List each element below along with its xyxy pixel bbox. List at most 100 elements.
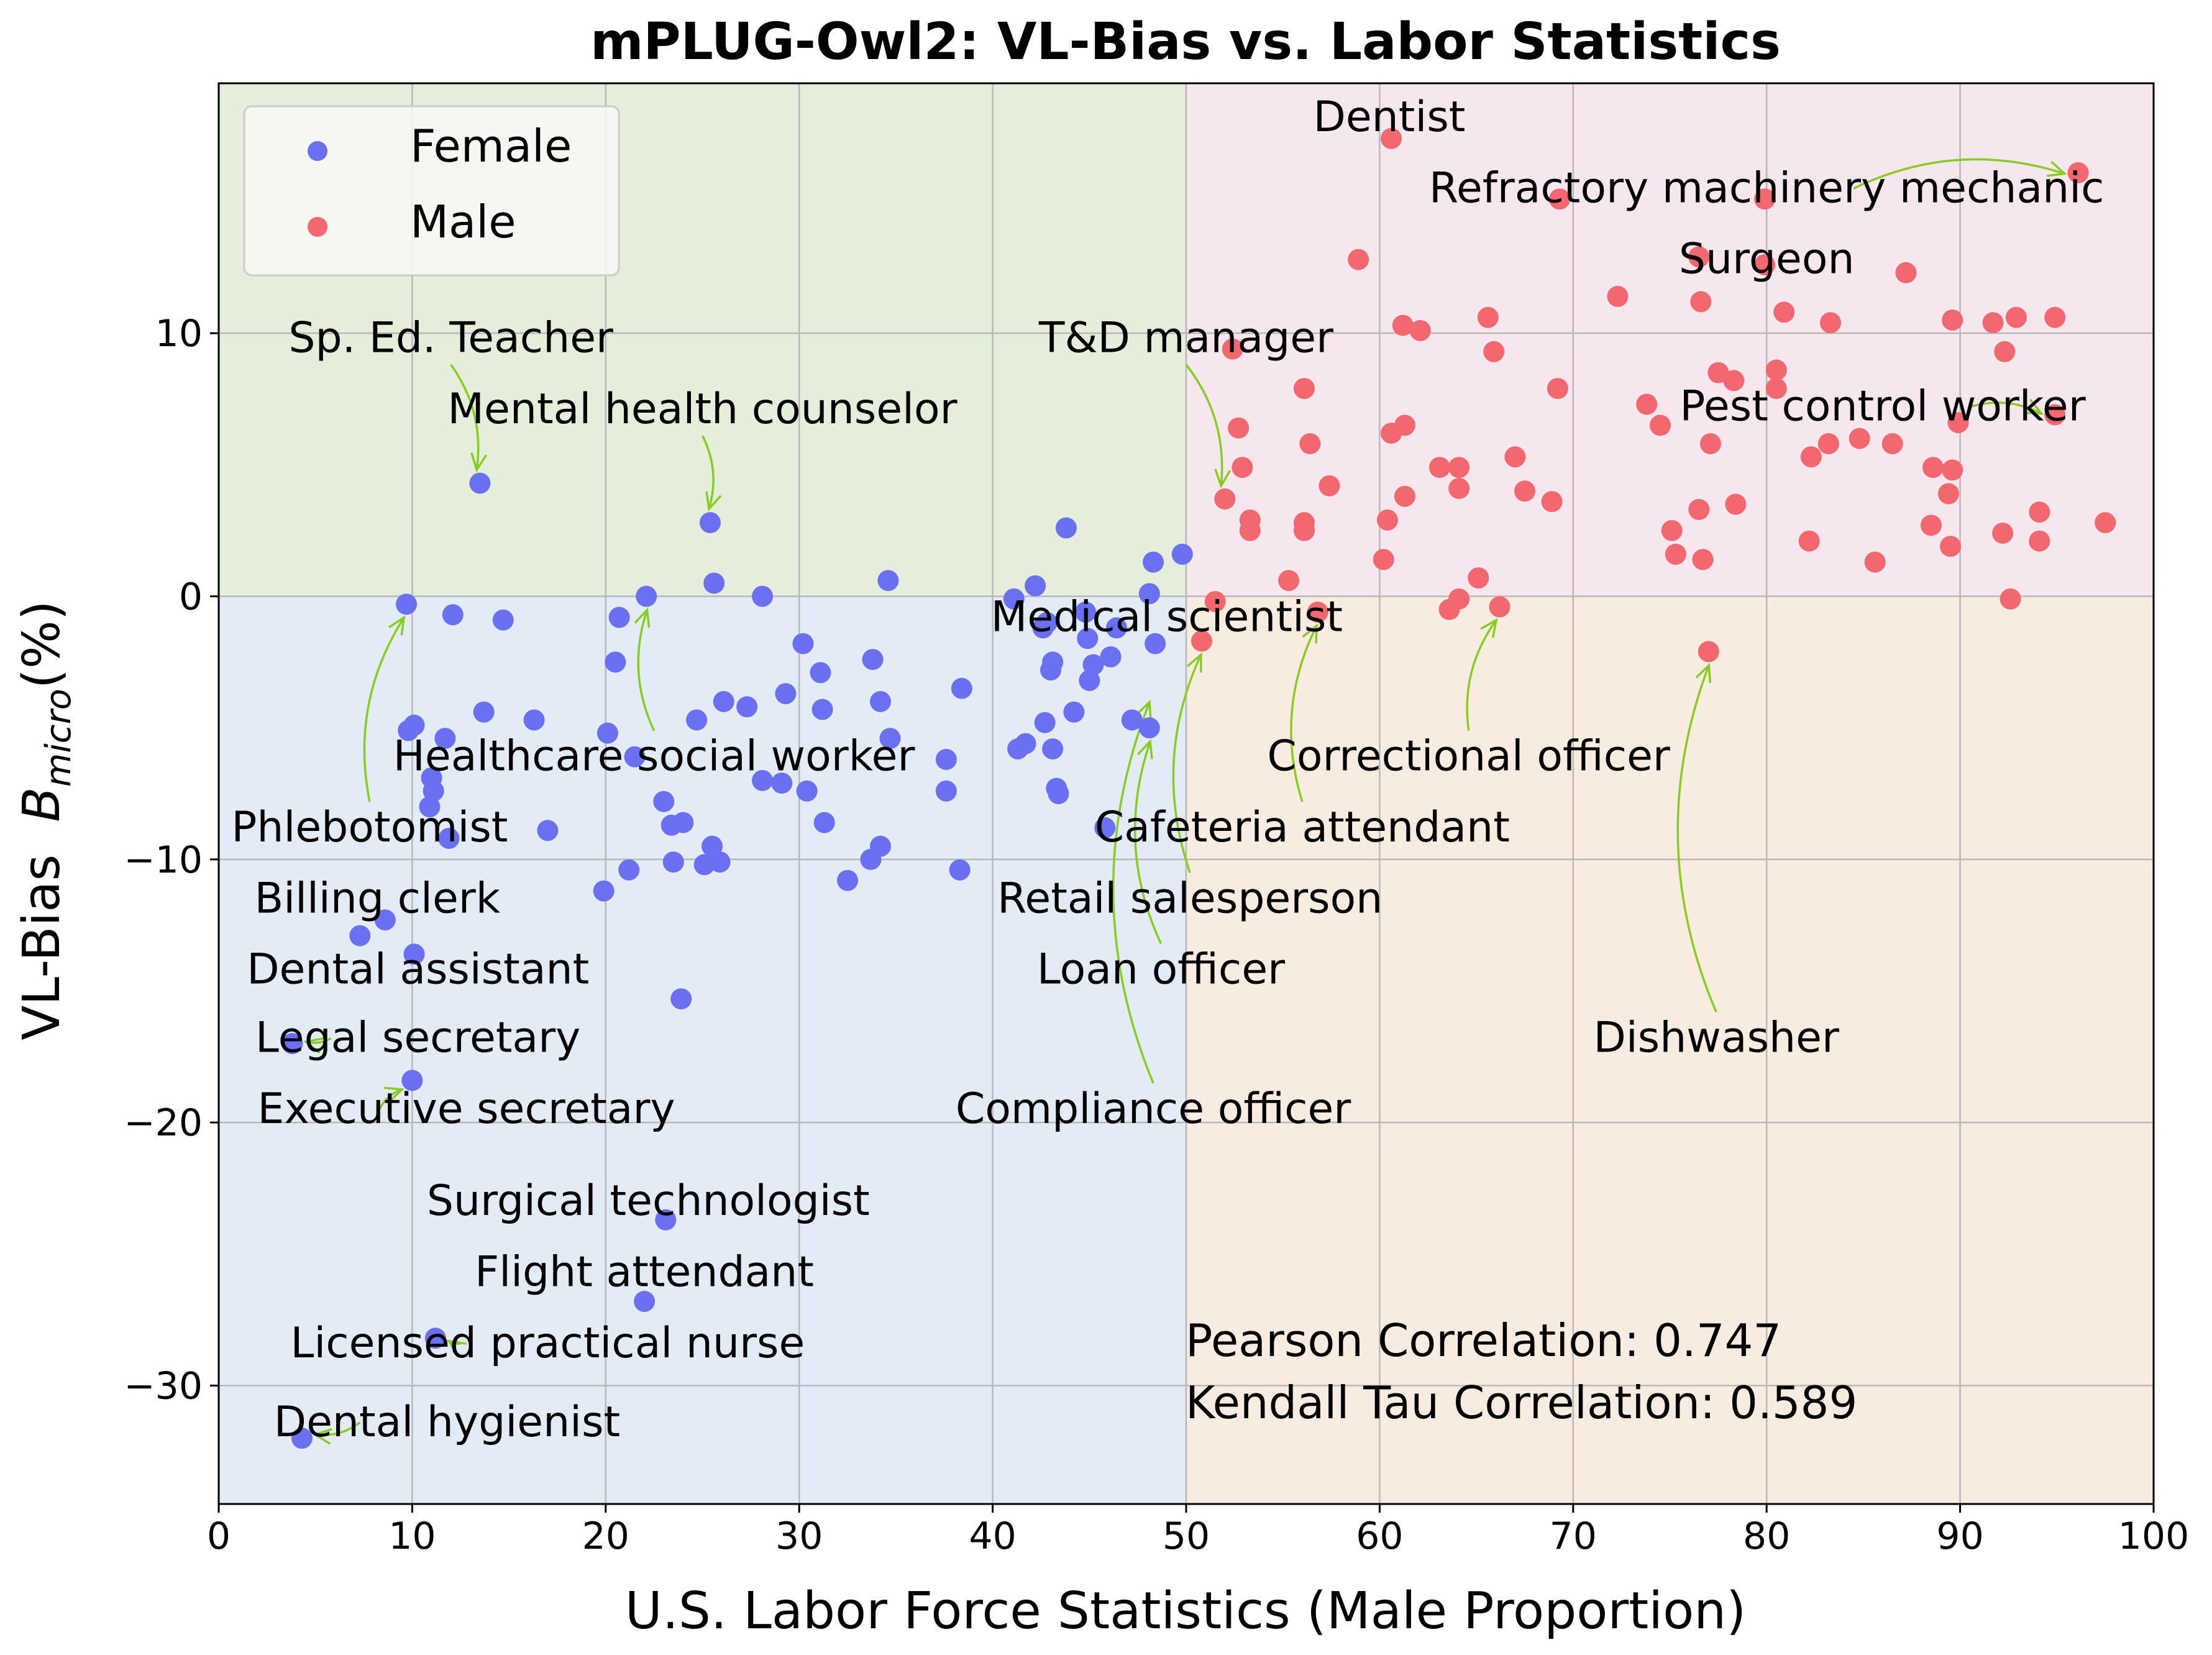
data-point-male [1819, 312, 1841, 334]
data-point-female [291, 1428, 313, 1449]
data-point-female [1075, 601, 1097, 623]
data-point-male [1649, 415, 1671, 436]
data-point-male [1293, 520, 1315, 541]
data-point-male [1278, 570, 1300, 592]
annotation-arrowhead [312, 1428, 332, 1445]
data-point-female [349, 925, 371, 947]
data-point-male [1699, 433, 1721, 454]
correlation-stats: Pearson Correlation: 0.747 Kendall Tau C… [1186, 1314, 1857, 1429]
annotation-label: T&D manager [1038, 314, 1333, 363]
data-point-male [1448, 457, 1470, 479]
data-point-female [1105, 617, 1127, 639]
data-point-male [1690, 291, 1712, 313]
data-point-female [281, 1033, 303, 1055]
data-point-female [837, 869, 859, 891]
annotation-arrowhead [1480, 618, 1498, 638]
data-point-female [670, 988, 692, 1010]
data-point-female [935, 748, 957, 770]
x-tick-label: 40 [969, 1515, 1016, 1558]
data-point-female [492, 609, 514, 631]
data-point-male [1392, 314, 1414, 336]
data-point-female [523, 709, 545, 731]
data-point-female [1036, 612, 1058, 633]
legend-marker-female [308, 141, 327, 161]
data-point-female [796, 780, 818, 802]
annotation-label: Legal secretary [255, 1014, 580, 1063]
data-point-female [792, 633, 814, 654]
data-point-male [1765, 378, 1787, 400]
data-point-male [1222, 338, 1243, 360]
data-point-female [1100, 646, 1122, 667]
data-point-male [1228, 417, 1250, 439]
data-point-female [1082, 654, 1104, 676]
annotation-arrow [1466, 619, 1497, 731]
data-point-male [1448, 477, 1470, 499]
data-point-male [1947, 412, 1969, 434]
data-point-male [2029, 502, 2050, 523]
data-point-female [423, 780, 444, 802]
annotation-label: Flight attendant [475, 1247, 814, 1296]
annotation-arrow [637, 609, 656, 731]
data-point-male [1922, 457, 1944, 479]
data-point-male [1307, 601, 1328, 623]
data-point-male [1725, 493, 1747, 515]
annotation-label: Refractory machinery mechanic [1429, 163, 2105, 213]
data-point-male [2005, 306, 2027, 328]
data-point-female [869, 690, 891, 712]
data-point-male [1214, 488, 1236, 510]
data-point-female [398, 720, 419, 741]
data-point-male [1665, 543, 1686, 565]
data-point-male [1489, 596, 1510, 618]
annotation-label: Healthcare social worker [393, 732, 915, 781]
data-point-male [1483, 341, 1505, 362]
data-point-female [438, 827, 460, 849]
data-point-female [401, 1070, 423, 1091]
annotation-label: Dishwasher [1594, 1014, 1839, 1063]
annotation-arrow [1185, 364, 1223, 486]
annotation-arrow [1112, 702, 1154, 1084]
data-point-male [1754, 188, 1776, 210]
data-point-male [1817, 433, 1839, 454]
annotation-arrow [450, 364, 480, 470]
data-point-male [1765, 359, 1787, 381]
annotation-labels: Dentist Refractory machinery mechanic Surg… [231, 93, 2104, 1447]
data-point-male [1468, 567, 1489, 589]
annotation-label: Pest control worker [1680, 382, 2085, 431]
annotation-arrowhead [1137, 739, 1153, 759]
data-point-female [1077, 628, 1099, 649]
data-point-female [702, 835, 723, 857]
data-point-male [1204, 590, 1226, 612]
annotation-arrowhead [705, 491, 722, 512]
annotation-label: Medical scientist [991, 592, 1343, 641]
data-point-female [1063, 701, 1085, 723]
data-point-female [862, 649, 884, 671]
chart-title: mPLUG-Owl2: VL-Bias vs. Labor Statistics [590, 12, 1781, 71]
annotation-arrowhead [384, 1086, 404, 1103]
quadrant-bottom-right [1186, 596, 2154, 1504]
data-point-female [537, 820, 559, 841]
x-tick-label: 100 [2118, 1515, 2190, 1558]
data-point-female [752, 585, 774, 607]
annotation-arrow [1853, 158, 2065, 190]
data-point-male [1549, 188, 1571, 210]
y-axis-label-suffix: (%) [12, 600, 71, 689]
axes: 0 10 20 30 40 50 60 70 80 90 100 −30 −20 −10 0 10 [124, 82, 2190, 1558]
y-axis-label-symbol: B [12, 787, 71, 822]
data-point-female [634, 1291, 656, 1313]
data-point-female [813, 812, 835, 833]
data-point-male [1394, 485, 1415, 507]
y-axis-label-prefix: VL-Bias [12, 822, 71, 1040]
data-point-female [1025, 575, 1046, 597]
x-tick-label: 70 [1550, 1515, 1597, 1558]
annotation-label: Surgical technologist [427, 1176, 870, 1226]
data-point-male [1232, 457, 1253, 479]
kendall-tau-correlation: Kendall Tau Correlation: 0.589 [1186, 1377, 1857, 1429]
annotation-arrow [1969, 401, 2042, 415]
data-point-female [1171, 543, 1193, 565]
data-point-female [1042, 651, 1064, 673]
data-point-male [1800, 446, 1822, 468]
annotation-label: Licensed practical nurse [290, 1319, 805, 1368]
data-point-male [1428, 457, 1450, 479]
data-point-female [686, 709, 708, 731]
